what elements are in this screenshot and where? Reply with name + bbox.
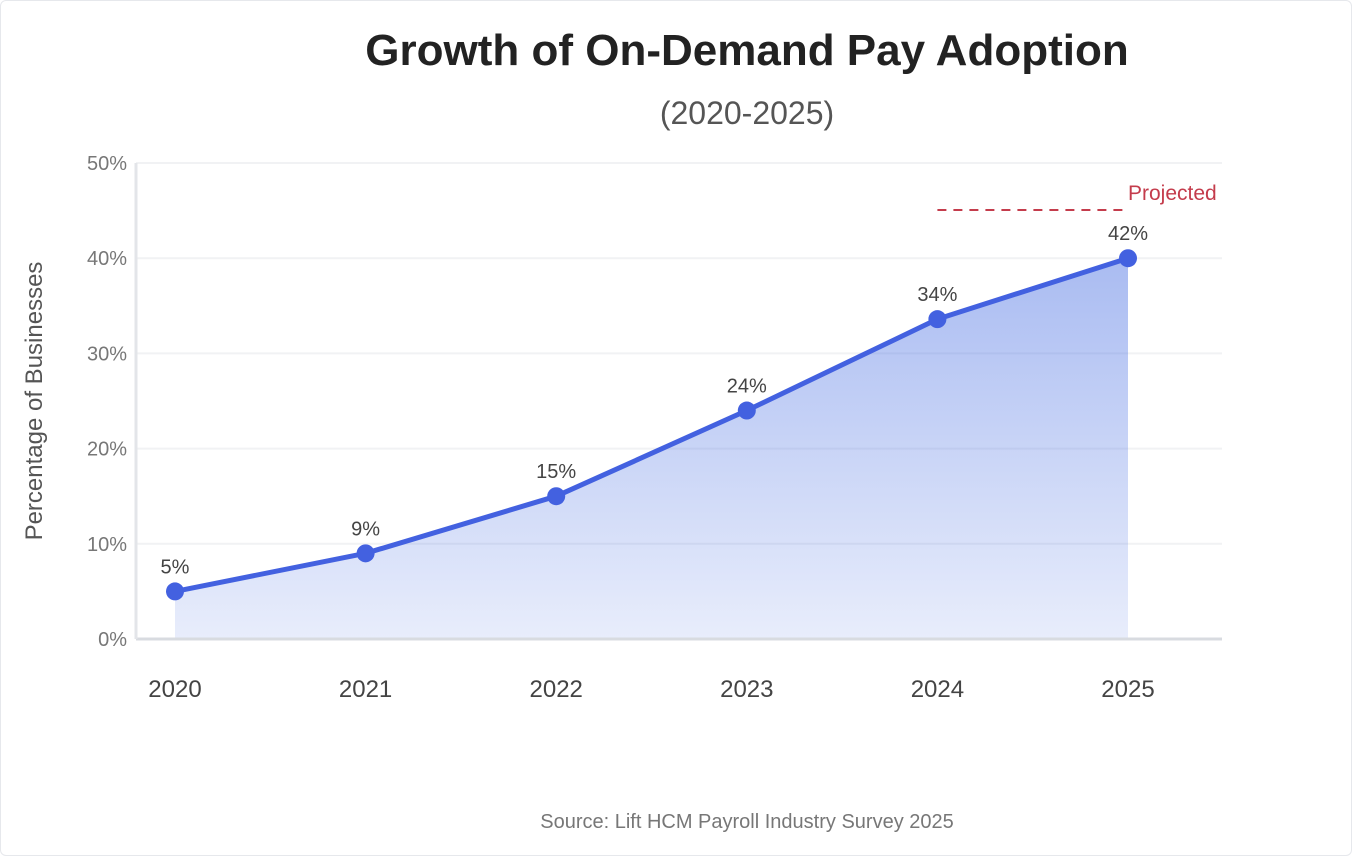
x-tick-label: 2025 [1101,676,1154,703]
data-label: 34% [917,284,957,306]
chart-source: Source: Lift HCM Payroll Industry Survey… [540,811,954,833]
data-label: 9% [351,518,380,540]
data-point [1119,249,1137,268]
data-point [928,310,947,329]
data-label: 15% [536,461,576,483]
y-axis-label: Percentage of Businesses [21,262,48,541]
y-tick-label: 50% [87,153,127,175]
y-tick-label: 40% [87,248,127,270]
data-label: 42% [1108,223,1148,245]
data-point [166,582,184,601]
data-label: 24% [727,376,767,398]
data-label: 5% [161,556,190,578]
area-fill [175,258,1128,639]
x-tick-label: 2022 [530,676,583,703]
y-tick-label: 0% [98,629,127,651]
x-tick-label: 2020 [148,676,201,703]
chart-title: Growth of On-Demand Pay Adoption [365,26,1129,75]
x-tick-label: 2021 [339,676,392,703]
series-line [174,255,1129,594]
x-tick-label: 2024 [911,676,964,703]
y-tick-label: 10% [87,534,127,556]
chart-subtitle: (2020-2025) [659,95,835,131]
x-tick-label: 2023 [720,676,773,703]
y-tick-label: 20% [87,439,127,461]
data-point [547,487,566,506]
data-point [356,544,375,563]
y-tick-label: 30% [87,343,127,365]
projected-label: Projected [1128,182,1217,205]
data-point [737,401,756,420]
